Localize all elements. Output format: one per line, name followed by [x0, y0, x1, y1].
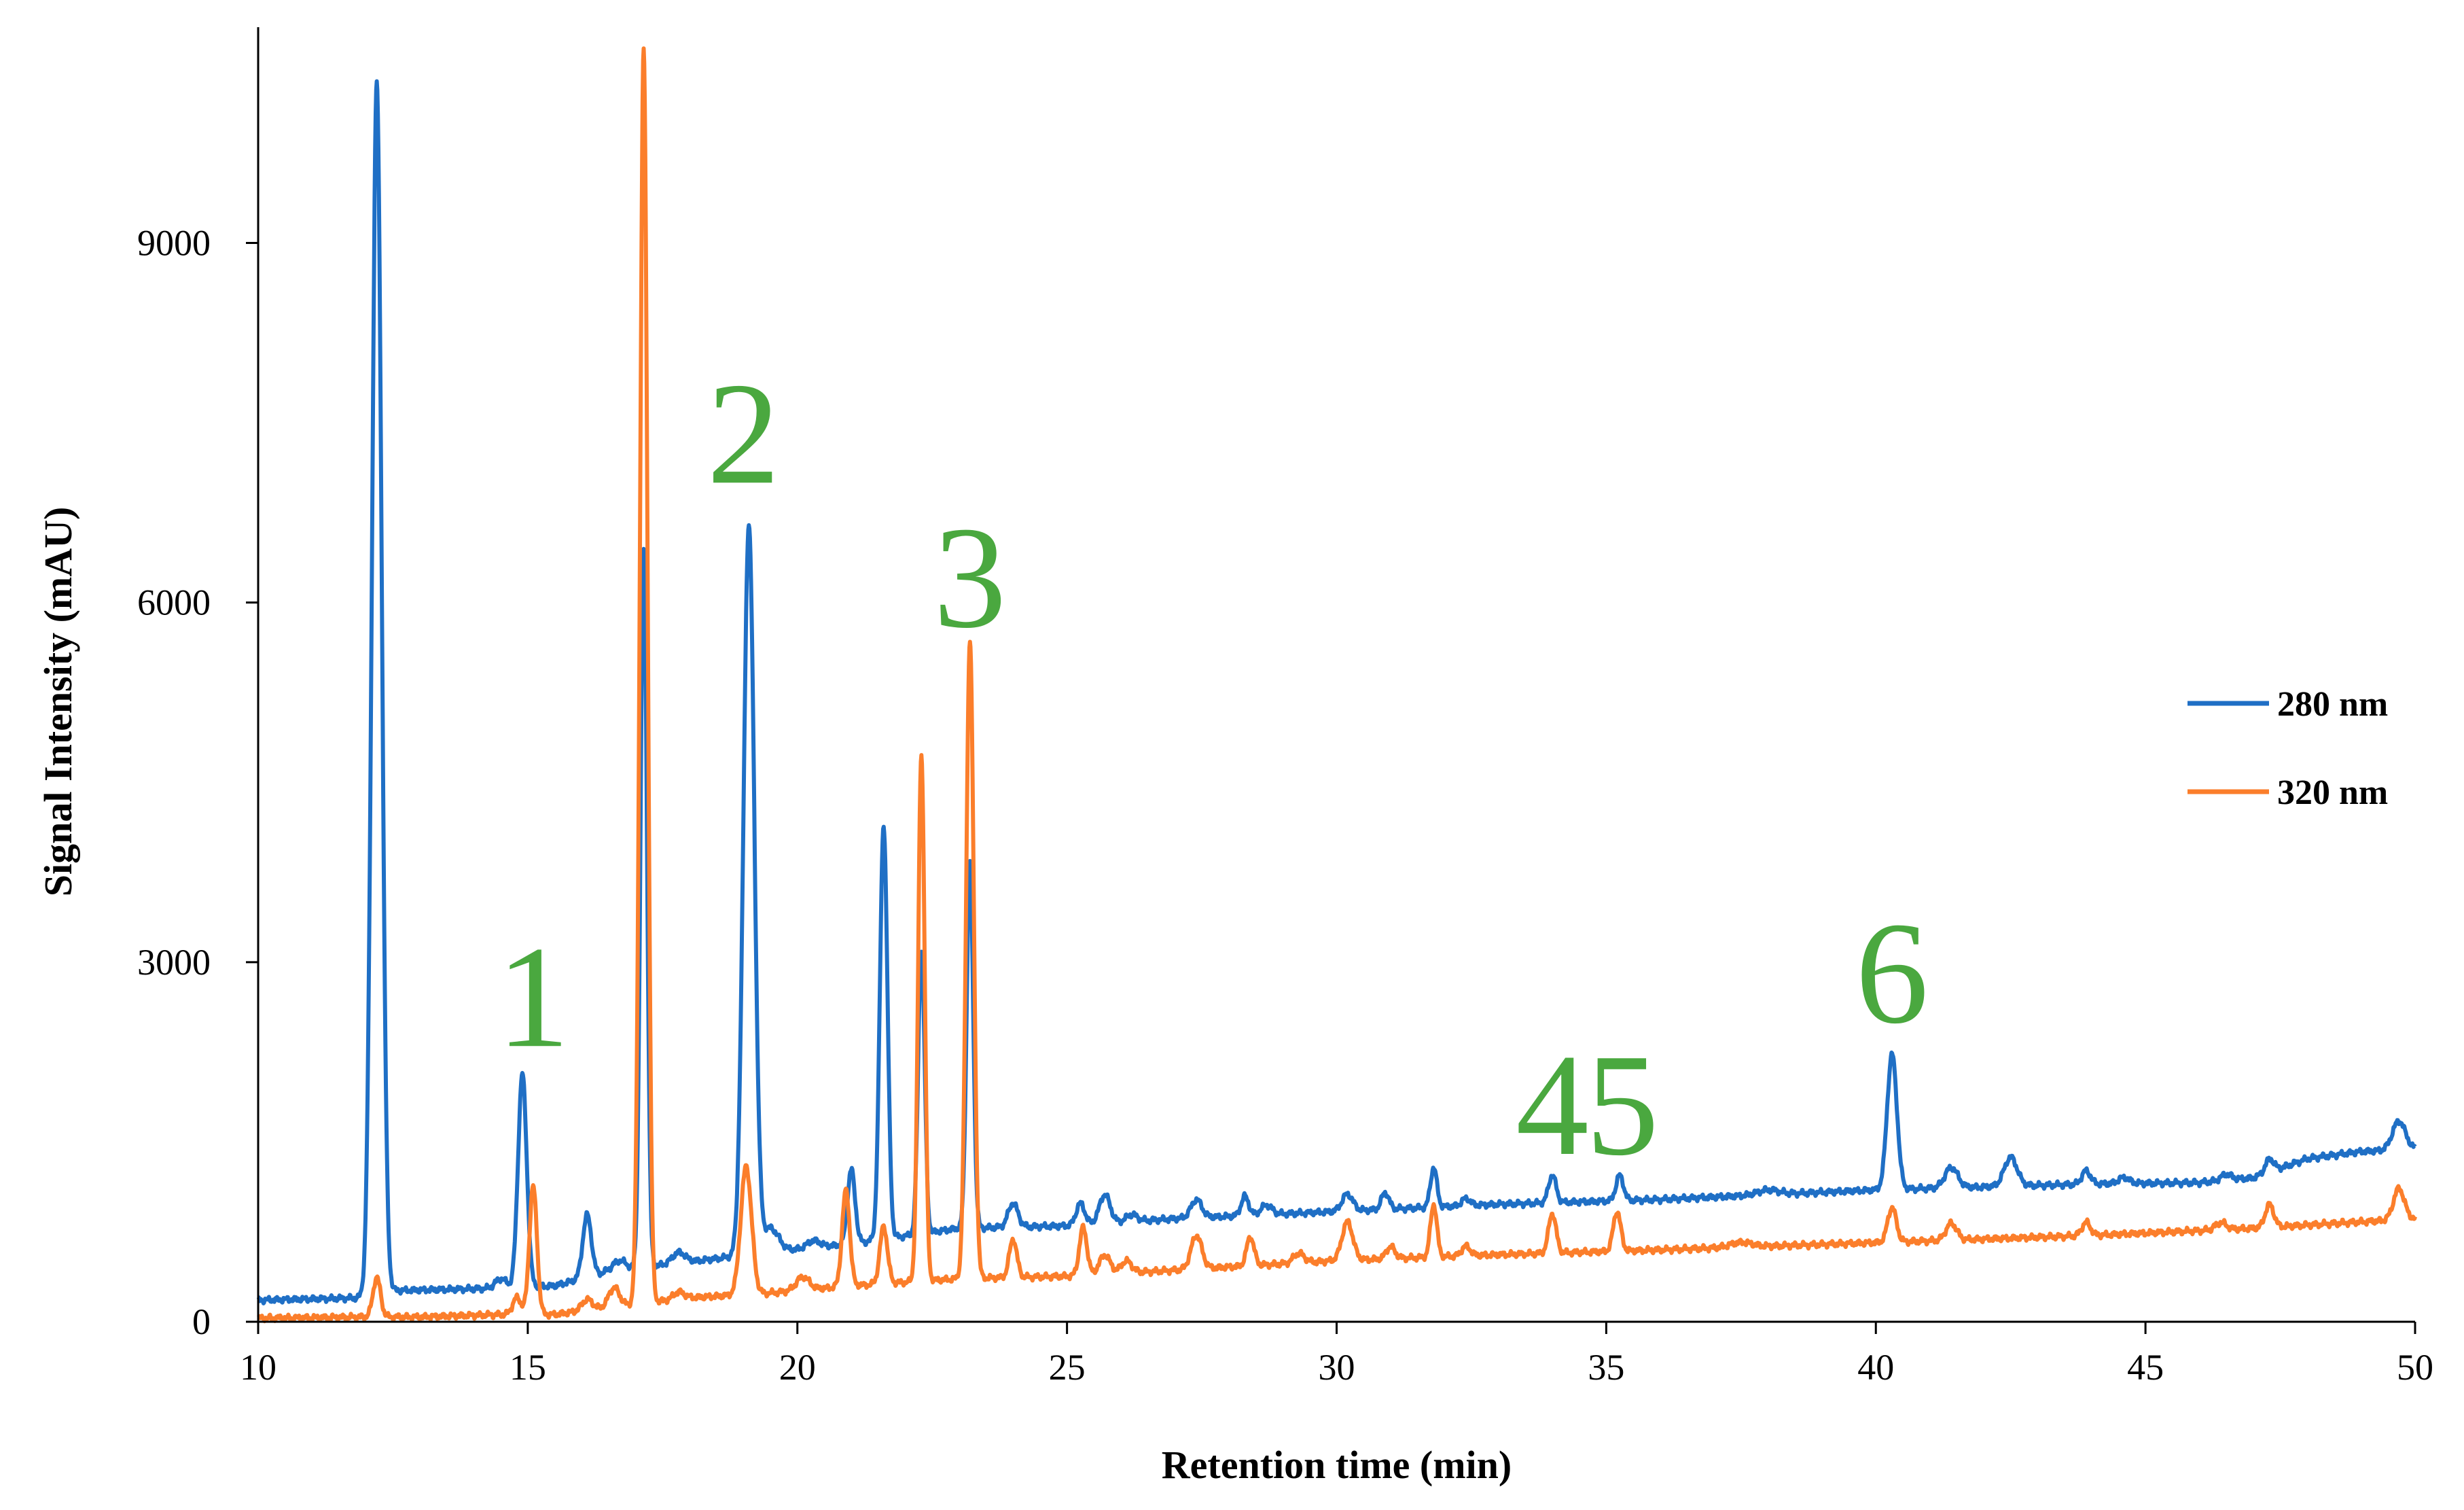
x-tick-label: 45 [2127, 1347, 2164, 1388]
x-tick-label: 30 [1319, 1347, 1355, 1388]
y-tick-label: 9000 [137, 223, 211, 264]
x-tick-label: 40 [1857, 1347, 1894, 1388]
legend: 280 nm 320 nm [2188, 685, 2388, 812]
x-tick-label: 10 [240, 1347, 276, 1388]
series-line-320nm [256, 46, 2417, 1324]
plot-series [256, 46, 2417, 1324]
peak-label-2: 2 [707, 352, 781, 514]
legend-label-320nm: 320 nm [2277, 773, 2388, 812]
peak-label-1: 1 [497, 915, 570, 1078]
y-tick-label: 0 [192, 1301, 211, 1342]
x-tick-label: 15 [510, 1347, 546, 1388]
y-tick-label: 3000 [137, 942, 211, 983]
x-tick-label: 20 [779, 1347, 816, 1388]
x-axis-title: Retention time (min) [1162, 1443, 1512, 1487]
x-tick-label: 35 [1588, 1347, 1624, 1388]
peak-label-5: 5 [1586, 1023, 1659, 1186]
x-tick-label: 25 [1049, 1347, 1086, 1388]
x-axis-ticks: 10 15 20 25 30 35 40 45 50 [240, 1322, 2433, 1388]
peak-labels: 1 23 45 6 [497, 352, 1929, 1186]
y-axis-title: Signal Intensity (mAU) [36, 507, 80, 897]
legend-label-280nm: 280 nm [2277, 685, 2388, 724]
series-line-280nm [256, 79, 2417, 1305]
y-tick-label: 6000 [137, 582, 211, 623]
peak-label-4: 4 [1516, 1023, 1589, 1186]
peak-label-3: 3 [933, 496, 1007, 659]
peak-label-6: 6 [1855, 892, 1929, 1054]
x-tick-label: 50 [2397, 1347, 2433, 1388]
y-axis-ticks: 0 3000 6000 9000 [137, 223, 258, 1342]
